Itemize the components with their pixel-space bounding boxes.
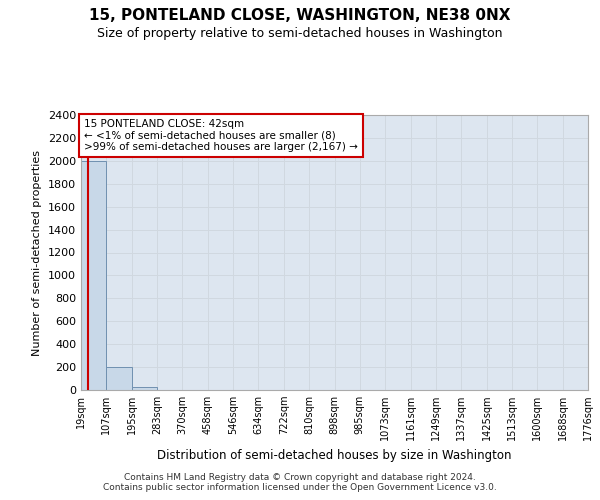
Text: 15 PONTELAND CLOSE: 42sqm
← <1% of semi-detached houses are smaller (8)
>99% of : 15 PONTELAND CLOSE: 42sqm ← <1% of semi-… xyxy=(84,119,358,152)
Bar xyxy=(81,161,106,390)
Text: Size of property relative to semi-detached houses in Washington: Size of property relative to semi-detach… xyxy=(97,28,503,40)
Bar xyxy=(132,387,157,390)
Y-axis label: Number of semi-detached properties: Number of semi-detached properties xyxy=(32,150,43,356)
Text: Contains HM Land Registry data © Crown copyright and database right 2024.
Contai: Contains HM Land Registry data © Crown c… xyxy=(103,473,497,492)
Bar xyxy=(106,367,132,390)
X-axis label: Distribution of semi-detached houses by size in Washington: Distribution of semi-detached houses by … xyxy=(157,448,512,462)
Text: 15, PONTELAND CLOSE, WASHINGTON, NE38 0NX: 15, PONTELAND CLOSE, WASHINGTON, NE38 0N… xyxy=(89,8,511,22)
